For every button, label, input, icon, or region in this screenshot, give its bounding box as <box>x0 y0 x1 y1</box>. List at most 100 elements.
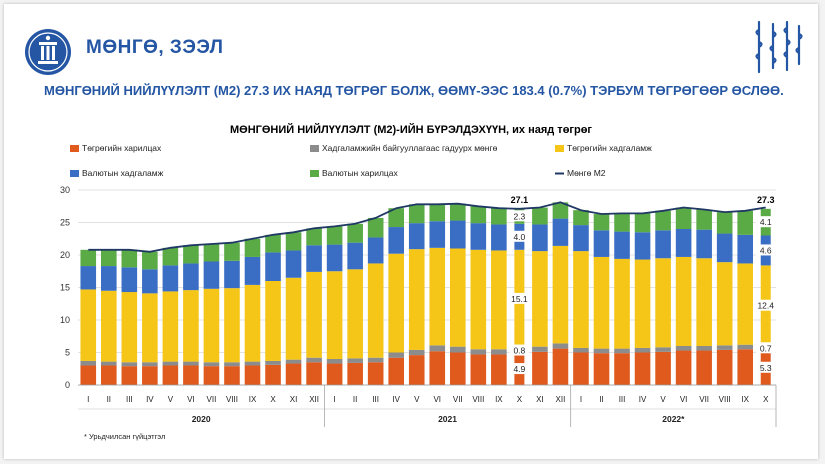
x-tick-label: VIII <box>719 395 731 404</box>
bar-segment <box>716 345 733 350</box>
bar-segment <box>716 262 733 346</box>
bar-segment <box>285 250 302 278</box>
section-title: МӨНГӨ, ЗЭЭЛ <box>86 37 224 58</box>
bar-segment <box>244 284 261 362</box>
bar-segment <box>162 265 179 292</box>
legend-swatch <box>310 145 319 152</box>
bar-segment <box>244 365 261 385</box>
bar-segment <box>80 266 97 290</box>
bar-segment <box>388 208 405 228</box>
bar-segment <box>614 231 630 259</box>
bar-segment <box>265 234 281 253</box>
bar-segment <box>696 350 712 385</box>
chart-title: МӨНГӨНИЙ НИЙЛҮҮЛЭЛТ (М2)-ИЙН БҮРЭЛДЭХҮҮН… <box>229 124 593 136</box>
bar-segment <box>552 245 569 344</box>
total-label: 27.1 <box>511 195 529 205</box>
data-label-bg <box>509 230 530 242</box>
bar-segment <box>614 348 630 354</box>
bar-segment <box>696 258 712 346</box>
bar-segment <box>491 224 507 251</box>
x-tick-label: II <box>353 395 357 404</box>
x-tick-label: XII <box>309 395 319 404</box>
bar-segment <box>470 249 487 350</box>
bar-segment <box>183 365 199 385</box>
year-label: 2020 <box>192 414 211 424</box>
legend-label: Төгрөгийн харилцах <box>82 143 162 153</box>
mongolian-script-icon <box>755 20 803 74</box>
legend-label: Валютын харилцах <box>322 168 399 178</box>
bar-segment <box>244 238 261 257</box>
bar-segment <box>675 256 692 346</box>
bar-segment <box>737 263 754 345</box>
bar-segment <box>655 258 671 348</box>
bar-segment <box>162 361 179 366</box>
bar-segment <box>449 248 466 347</box>
bar-segment <box>593 353 610 385</box>
bar-segment <box>285 277 302 360</box>
bar-segment <box>408 249 425 350</box>
bar-segment <box>634 213 651 233</box>
bar-segment <box>265 364 281 385</box>
legend-swatch <box>555 145 564 152</box>
bar-segment <box>121 249 138 268</box>
bar-segment <box>532 351 548 385</box>
bar-segment <box>80 289 97 361</box>
data-label: 4.9 <box>513 364 525 374</box>
headline: МӨНГӨНИЙ НИЙЛҮҮЛЭЛТ (М2) 27.3 ИХ НАЯД ТӨ… <box>44 83 784 98</box>
bar-segment <box>532 224 548 252</box>
bar-segment <box>80 249 97 267</box>
bar-segment <box>367 217 384 238</box>
bar-segment <box>532 251 548 347</box>
bar-segment <box>265 281 281 361</box>
bar-segment <box>265 360 281 365</box>
bar-segment <box>655 347 671 352</box>
bar-segment <box>100 290 117 362</box>
data-label: 5.3 <box>760 363 772 373</box>
bar-segment <box>306 228 322 246</box>
legend-label: Төгрөгийн хадгаламж <box>567 143 652 153</box>
bar-segment <box>655 351 671 385</box>
data-label: 15.1 <box>511 294 528 304</box>
m2-line <box>88 201 766 253</box>
bar-segment <box>655 210 671 231</box>
x-tick-label: X <box>763 395 769 404</box>
bar-segment <box>306 245 322 272</box>
total-label: 27.3 <box>757 195 775 205</box>
x-tick-label: XII <box>556 395 566 404</box>
bar-segment <box>408 349 425 356</box>
bar-segment <box>655 230 671 259</box>
bar-segment <box>614 258 630 349</box>
bar-segment <box>593 214 610 231</box>
bar-segment <box>449 346 466 353</box>
y-tick-label: 25 <box>60 218 70 228</box>
x-tick-label: III <box>126 395 133 404</box>
y-tick-label: 0 <box>65 380 70 390</box>
bar-segment <box>573 347 589 353</box>
bar-segment <box>367 237 384 264</box>
bar-segment <box>224 288 240 363</box>
bar-segment <box>265 252 281 281</box>
bar-segment <box>470 354 487 385</box>
x-tick-label: IV <box>146 395 154 404</box>
bar-segment <box>203 362 220 367</box>
x-tick-label: XI <box>290 395 298 404</box>
bar-segment <box>716 233 733 263</box>
bar-segment <box>491 208 507 225</box>
x-tick-label: I <box>334 395 336 404</box>
bar-segment <box>183 290 199 362</box>
bar-segment <box>532 346 548 352</box>
x-tick-label: VII <box>699 395 709 404</box>
bar-segment <box>203 261 220 289</box>
bar-segment <box>573 210 589 226</box>
bar-segment <box>244 256 261 285</box>
data-label: 4.6 <box>760 245 772 255</box>
data-label: 12.4 <box>757 301 774 311</box>
year-label: 2022* <box>662 414 685 424</box>
x-tick-label: VI <box>187 395 195 404</box>
bar-segment <box>552 218 569 246</box>
x-tick-label: V <box>660 395 666 404</box>
x-tick-label: VI <box>680 395 688 404</box>
x-tick-label: I <box>580 395 582 404</box>
data-label-bg <box>509 344 530 356</box>
bar-segment <box>675 207 692 229</box>
